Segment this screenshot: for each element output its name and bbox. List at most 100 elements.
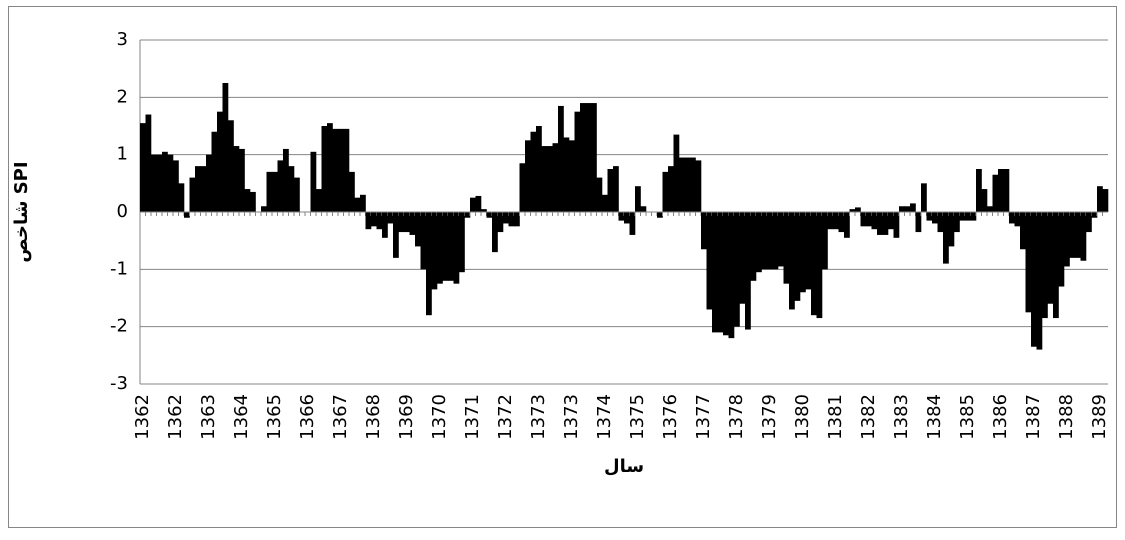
bar bbox=[673, 134, 680, 212]
bar bbox=[294, 177, 300, 212]
bar bbox=[965, 212, 971, 221]
x-tick-label: 1378 bbox=[726, 394, 747, 440]
bar bbox=[596, 177, 603, 212]
bar bbox=[519, 163, 526, 212]
bar bbox=[321, 126, 328, 212]
bar bbox=[200, 166, 207, 212]
bar bbox=[635, 186, 641, 212]
bar bbox=[1069, 212, 1076, 258]
bar bbox=[453, 212, 460, 284]
bar bbox=[376, 212, 383, 230]
bar bbox=[387, 212, 394, 224]
y-tick-label: -3 bbox=[110, 373, 128, 394]
bar bbox=[712, 212, 718, 333]
x-tick-label: 1370 bbox=[429, 394, 450, 440]
bar bbox=[464, 212, 471, 218]
bar bbox=[145, 114, 152, 212]
chart-frame bbox=[8, 6, 1117, 528]
bar bbox=[486, 212, 493, 218]
bar bbox=[602, 194, 608, 212]
bar bbox=[288, 166, 295, 212]
x-tick-label: 1389 bbox=[1089, 394, 1110, 440]
bar bbox=[415, 212, 421, 247]
x-tick-label: 1387 bbox=[1023, 394, 1044, 440]
bar bbox=[624, 212, 630, 224]
bar bbox=[475, 195, 482, 212]
bar bbox=[668, 166, 674, 212]
bar bbox=[1102, 189, 1109, 212]
bar bbox=[156, 154, 163, 212]
bar bbox=[140, 123, 146, 212]
bar bbox=[536, 126, 542, 212]
bar bbox=[987, 206, 993, 212]
bar bbox=[310, 151, 317, 212]
bar bbox=[976, 169, 982, 212]
bar bbox=[1031, 212, 1037, 347]
x-tick-label: 1362 bbox=[165, 394, 186, 440]
bar bbox=[277, 160, 284, 212]
bar bbox=[569, 140, 575, 212]
bar bbox=[343, 128, 350, 212]
bar bbox=[943, 212, 949, 264]
bar bbox=[497, 212, 504, 233]
bar bbox=[178, 183, 185, 212]
bar bbox=[1025, 212, 1032, 313]
bar bbox=[833, 212, 839, 230]
bar bbox=[904, 206, 911, 212]
bar bbox=[195, 166, 201, 212]
bar bbox=[409, 212, 416, 235]
bar bbox=[354, 197, 361, 212]
bar bbox=[789, 212, 795, 310]
bar bbox=[459, 212, 465, 273]
bar bbox=[882, 212, 889, 235]
bar bbox=[404, 212, 410, 233]
bar bbox=[437, 212, 443, 284]
bar bbox=[228, 120, 234, 212]
bar bbox=[618, 212, 625, 221]
bar bbox=[1047, 212, 1054, 304]
x-tick-label: 1377 bbox=[693, 394, 714, 440]
bar bbox=[250, 191, 256, 212]
y-tick-label: 1 bbox=[117, 144, 128, 165]
x-tick-label: 1366 bbox=[297, 394, 318, 440]
bar bbox=[167, 154, 174, 212]
bar bbox=[470, 197, 476, 212]
y-tick-label: 2 bbox=[117, 86, 128, 107]
bar bbox=[866, 212, 872, 227]
bar bbox=[767, 212, 773, 270]
bar bbox=[937, 212, 944, 233]
bar bbox=[1003, 169, 1010, 212]
bar bbox=[508, 212, 515, 227]
x-tick-label: 1362 bbox=[132, 394, 153, 440]
x-tick-label: 1369 bbox=[396, 394, 417, 440]
x-tick-label: 1381 bbox=[825, 394, 846, 440]
bar bbox=[552, 143, 559, 212]
bar bbox=[530, 131, 537, 212]
bar bbox=[1014, 212, 1021, 227]
bar bbox=[739, 212, 746, 304]
bar bbox=[926, 212, 933, 221]
bar bbox=[613, 166, 619, 212]
bar bbox=[992, 174, 999, 212]
bar bbox=[503, 212, 509, 224]
bar bbox=[244, 189, 251, 212]
x-tick-label: 1382 bbox=[858, 394, 879, 440]
x-tick-label: 1376 bbox=[660, 394, 681, 440]
bar bbox=[888, 212, 894, 230]
bar bbox=[629, 212, 636, 235]
bar bbox=[547, 146, 553, 212]
bar bbox=[1042, 212, 1048, 319]
bar bbox=[448, 212, 454, 281]
bar bbox=[684, 157, 691, 212]
bar bbox=[349, 171, 355, 212]
x-tick-label: 1368 bbox=[363, 394, 384, 440]
bar bbox=[728, 212, 735, 339]
bar bbox=[756, 212, 762, 273]
bar bbox=[1080, 212, 1087, 261]
bar bbox=[222, 83, 229, 212]
x-tick-label: 1367 bbox=[330, 394, 351, 440]
bar bbox=[1053, 212, 1059, 319]
bar bbox=[211, 131, 218, 212]
bar bbox=[877, 212, 883, 235]
